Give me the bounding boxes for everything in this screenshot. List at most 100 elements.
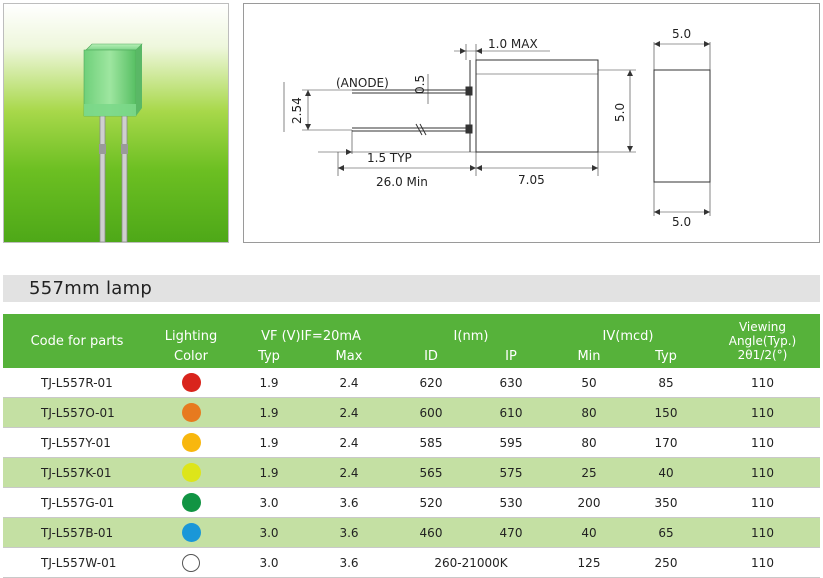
part-code: TJ-L557W-01	[3, 547, 151, 578]
iv-min: 80	[551, 427, 627, 458]
wavelength-ip: 610	[471, 397, 551, 428]
iv-typ: 40	[627, 457, 705, 488]
color-dot-icon	[181, 403, 201, 422]
wavelength-id: 565	[391, 457, 471, 488]
color-cell	[151, 397, 231, 428]
anode-label: (ANODE)	[336, 76, 389, 90]
viewing-angle: 110	[705, 517, 820, 548]
vf-typ: 1.9	[231, 457, 307, 488]
table-row: TJ-L557Y-01 1.9 2.4 585 595 80 170 110	[3, 427, 820, 458]
wavelength-ip: 595	[471, 427, 551, 458]
vf-typ: 3.0	[231, 487, 307, 518]
color-cell	[151, 547, 231, 578]
vf-max: 2.4	[307, 397, 391, 428]
dimension-drawing-svg: (ANODE) 0.5 2.54 1.0 MAX 1.5 TYP 26.0 Mi…	[283, 27, 711, 229]
table-header-row: Code for parts Lighting VF (V)IF=20mA I(…	[3, 314, 820, 368]
viewing-angle: 110	[705, 457, 820, 488]
header-code: Code for parts	[3, 314, 151, 368]
header-angle-line2: Angle(Typ.)	[728, 334, 797, 348]
wavelength-id: 600	[391, 397, 471, 428]
end-width-bottom-dimension: 5.0	[672, 215, 691, 229]
header-angle-line1: Viewing	[738, 320, 787, 334]
section-title: 557mm lamp	[29, 278, 153, 299]
table-row: TJ-L557B-01 3.0 3.6 460 470 40 65 110	[3, 517, 820, 548]
color-dot-icon	[182, 553, 200, 572]
wavelength-ip: 530	[471, 487, 551, 518]
table-row: TJ-L557R-01 1.9 2.4 620 630 50 85 110	[3, 368, 820, 398]
section-header: 557mm lamp	[3, 275, 820, 302]
header-ip: IP	[471, 344, 551, 368]
header-color-line1: Lighting	[151, 314, 231, 344]
vf-max: 3.6	[307, 547, 391, 578]
product-photo	[3, 3, 229, 243]
color-cell	[151, 427, 231, 458]
header-vf: VF (V)IF=20mA	[231, 314, 391, 344]
iv-min: 50	[551, 368, 627, 398]
body-length-dimension: 7.05	[518, 173, 545, 187]
vf-typ: 1.9	[231, 397, 307, 428]
iv-typ: 85	[627, 368, 705, 398]
wavelength-id: 585	[391, 427, 471, 458]
vf-typ: 1.9	[231, 427, 307, 458]
vf-max: 2.4	[307, 427, 391, 458]
wavelength-id: 520	[391, 487, 471, 518]
part-code: TJ-L557G-01	[3, 487, 151, 518]
part-code: TJ-L557R-01	[3, 368, 151, 398]
header-iv-min: Min	[551, 344, 627, 368]
end-width-top-dimension: 5.0	[672, 27, 691, 41]
iv-min: 40	[551, 517, 627, 548]
flange-dimension: 1.0 MAX	[488, 37, 538, 51]
vf-typ: 3.0	[231, 517, 307, 548]
dimension-drawing: (ANODE) 0.5 2.54 1.0 MAX 1.5 TYP 26.0 Mi…	[243, 3, 820, 243]
iv-typ: 170	[627, 427, 705, 458]
lead-gap-dimension: 0.5	[413, 75, 427, 94]
header-vf-typ: Typ	[231, 344, 307, 368]
pitch-dimension: 2.54	[290, 97, 304, 124]
vf-max: 3.6	[307, 487, 391, 518]
lead-bend-dimension: 1.5 TYP	[367, 151, 412, 165]
table-row: TJ-L557G-01 3.0 3.6 520 530 200 350 110	[3, 487, 820, 518]
part-code: TJ-L557B-01	[3, 517, 151, 548]
color-dot-icon	[181, 523, 201, 542]
led-lamp-image	[83, 43, 143, 242]
viewing-angle: 110	[705, 368, 820, 398]
iv-typ: 350	[627, 487, 705, 518]
lead-length-dimension: 26.0 Min	[376, 175, 428, 189]
wavelength-id: 460	[391, 517, 471, 548]
iv-min: 125	[551, 547, 627, 578]
part-code: TJ-L557Y-01	[3, 427, 151, 458]
table-row: TJ-L557W-01 3.0 3.6 260-21000K 125 250 1…	[3, 547, 820, 578]
iv-typ: 250	[627, 547, 705, 578]
wavelength-id: 620	[391, 368, 471, 398]
viewing-angle: 110	[705, 547, 820, 578]
table-row: TJ-L557K-01 1.9 2.4 565 575 25 40 110	[3, 457, 820, 488]
viewing-angle: 110	[705, 427, 820, 458]
header-color-line2: Color	[151, 344, 231, 368]
color-dot-icon	[181, 433, 201, 452]
vf-max: 2.4	[307, 457, 391, 488]
table-subheader-row: Color Typ Max ID IP Min Typ	[3, 344, 820, 368]
wavelength-ip: 630	[471, 368, 551, 398]
iv-typ: 150	[627, 397, 705, 428]
header-angle-line3: 2θ1/2(°)	[737, 348, 788, 362]
color-cell	[151, 517, 231, 548]
color-cell	[151, 368, 231, 398]
iv-min: 25	[551, 457, 627, 488]
color-dot-icon	[181, 373, 201, 392]
body-height-dimension: 5.0	[613, 103, 627, 122]
header-iv: IV(mcd)	[551, 314, 705, 344]
color-dot-icon	[181, 493, 201, 512]
vf-max: 3.6	[307, 517, 391, 548]
vf-typ: 3.0	[231, 547, 307, 578]
header-angle: Viewing Angle(Typ.) 2θ1/2(°)	[705, 314, 820, 368]
header-wavelength: I(nm)	[391, 314, 551, 344]
header-iv-typ: Typ	[627, 344, 705, 368]
header-id: ID	[391, 344, 471, 368]
wavelength-ip: 575	[471, 457, 551, 488]
iv-min: 200	[551, 487, 627, 518]
color-cell	[151, 457, 231, 488]
iv-typ: 65	[627, 517, 705, 548]
part-code: TJ-L557K-01	[3, 457, 151, 488]
viewing-angle: 110	[705, 487, 820, 518]
spec-table: Code for parts Lighting VF (V)IF=20mA I(…	[3, 314, 820, 578]
